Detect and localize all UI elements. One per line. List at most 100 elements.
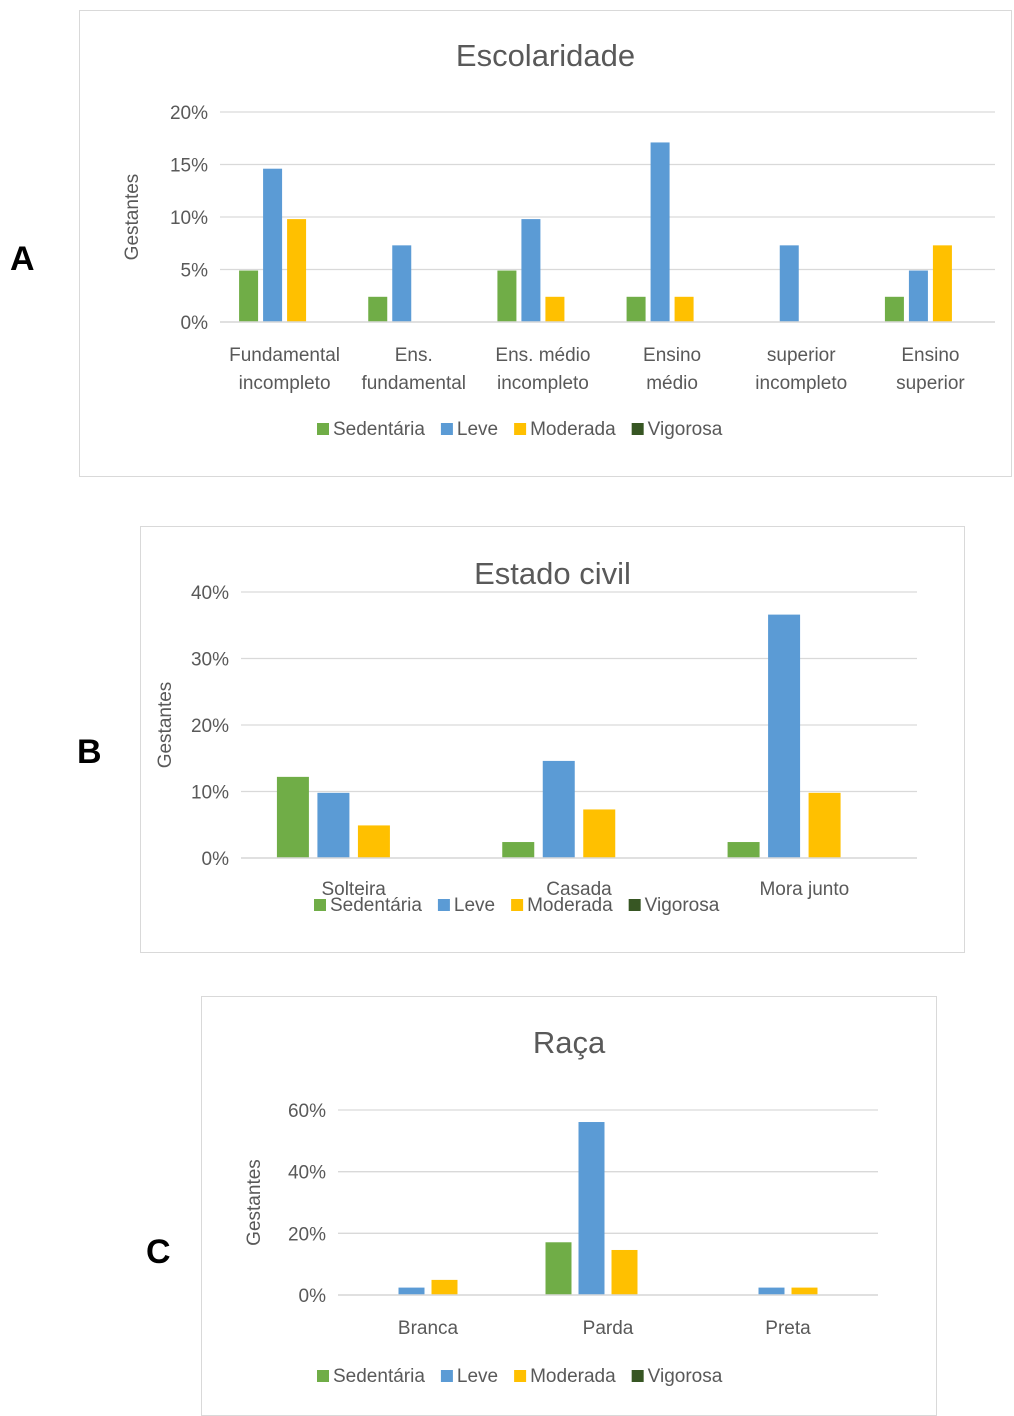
chart-estado-civil-svg: Estado civil 0% 10% 20% 30% 40% Gestantes Solte… xyxy=(155,556,917,916)
escolaridade-x-tick-label: Ensino xyxy=(643,345,701,366)
escolaridade-y-tick-label: 15% xyxy=(170,156,208,177)
escolaridade-legend-label-moderada: Moderada xyxy=(530,419,616,440)
escolaridade-legend-swatch-moderada xyxy=(514,423,527,435)
estado-civil-x-tick-label: Solteira xyxy=(321,879,386,900)
escolaridade-x-tick-label: Ens. xyxy=(395,345,433,366)
raca-legend-swatch-vigorosa xyxy=(631,1370,644,1382)
raca-legend-swatch-leve xyxy=(440,1370,453,1382)
raca-bar-leve xyxy=(578,1122,605,1295)
escolaridade-bar-leve xyxy=(521,219,541,322)
estado-civil-bar-leve xyxy=(542,760,575,858)
escolaridade-legend-swatch-vigorosa xyxy=(631,423,644,435)
estado-civil-bar-sedentaria xyxy=(276,776,309,858)
escolaridade-legend-swatch-sedentaria xyxy=(317,423,329,435)
escolaridade-legend-label-sedentaria: Sedentária xyxy=(333,419,425,440)
escolaridade-bar-sedentaria xyxy=(497,270,517,322)
estado-civil-legend-swatch-sedentaria xyxy=(314,899,326,911)
escolaridade-x-tick-label: Ensino xyxy=(901,345,959,366)
escolaridade-bar-moderada xyxy=(932,245,952,322)
estado-civil-bar-sedentaria xyxy=(502,842,535,858)
chart-raca-svg: Raça 0% 20% 40% 60% Gestantes Branca Parda Preta… xyxy=(244,1025,878,1387)
estado-civil-y-axis-label: Gestantes xyxy=(155,682,176,769)
raca-legend-label-leve: Leve xyxy=(457,1366,498,1387)
estado-civil-y-tick-label: 0% xyxy=(202,849,230,870)
escolaridade-y-axis-label: Gestantes xyxy=(122,174,143,261)
escolaridade-bar-sedentaria xyxy=(626,296,646,322)
estado-civil-x-tick-label: Casada xyxy=(546,879,612,900)
escolaridade-x-tick-label: Ens. médio xyxy=(495,345,590,366)
raca-bar-moderada xyxy=(611,1249,638,1295)
raca-legend-label-moderada: Moderada xyxy=(530,1366,616,1387)
raca-legend-label-sedentaria: Sedentária xyxy=(333,1366,425,1387)
escolaridade-bar-sedentaria xyxy=(239,270,259,322)
estado-civil-y-tick-label: 30% xyxy=(191,650,229,671)
panel-letter-b: B xyxy=(77,733,102,771)
raca-y-tick-label: 60% xyxy=(288,1101,326,1122)
raca-bar-moderada xyxy=(431,1279,458,1295)
estado-civil-bar-sedentaria xyxy=(727,842,760,858)
escolaridade-y-tick-label: 5% xyxy=(181,261,209,282)
chart-estado-civil: Estado civil 0% 10% 20% 30% 40% Gestantes Solte… xyxy=(140,526,965,953)
escolaridade-bar-leve xyxy=(908,270,928,322)
raca-x-tick-label: Branca xyxy=(398,1318,459,1339)
escolaridade-x-tick-label: incompleto xyxy=(497,373,589,394)
estado-civil-legend-label-leve: Leve xyxy=(454,895,495,916)
escolaridade-legend-swatch-leve xyxy=(440,423,453,435)
estado-civil-legend-label-moderada: Moderada xyxy=(527,895,613,916)
raca-y-tick-label: 40% xyxy=(288,1163,326,1184)
escolaridade-bar-leve xyxy=(779,245,799,322)
panel-letter-c: C xyxy=(146,1233,171,1271)
chart-escolaridade: Escolaridade 0% 5% 10% 15% 20% Gestantes Fundam… xyxy=(79,10,1012,477)
escolaridade-y-tick-label: 10% xyxy=(170,208,208,229)
raca-title: Raça xyxy=(533,1025,606,1060)
escolaridade-bar-moderada xyxy=(287,219,307,322)
escolaridade-x-tick-label: superior xyxy=(896,373,965,394)
raca-x-tick-label: Parda xyxy=(583,1318,634,1339)
escolaridade-x-tick-label: incompleto xyxy=(755,373,847,394)
escolaridade-bar-moderada xyxy=(545,296,565,322)
escolaridade-bar-sedentaria xyxy=(884,296,904,322)
raca-y-tick-label: 20% xyxy=(288,1224,326,1245)
chart-raca: Raça 0% 20% 40% 60% Gestantes Branca Parda Preta… xyxy=(201,996,937,1416)
raca-bar-sedentaria xyxy=(545,1242,572,1295)
escolaridade-legend-label-leve: Leve xyxy=(457,419,498,440)
estado-civil-legend-swatch-vigorosa xyxy=(628,899,641,911)
estado-civil-legend-swatch-leve xyxy=(437,899,450,911)
raca-bar-leve xyxy=(758,1287,785,1295)
escolaridade-bar-moderada xyxy=(674,296,694,322)
estado-civil-x-tick-label: Mora junto xyxy=(759,879,849,900)
estado-civil-bar-leve xyxy=(768,614,801,858)
escolaridade-legend-label-vigorosa: Vigorosa xyxy=(648,419,723,440)
estado-civil-bar-leve xyxy=(317,792,350,858)
escolaridade-bar-leve xyxy=(263,168,283,322)
estado-civil-title: Estado civil xyxy=(474,556,631,591)
estado-civil-legend-label-vigorosa: Vigorosa xyxy=(645,895,720,916)
escolaridade-x-tick-label: fundamental xyxy=(361,373,466,394)
estado-civil-legend-swatch-moderada xyxy=(511,899,524,911)
raca-y-axis-label: Gestantes xyxy=(244,1159,265,1246)
escolaridade-y-tick-label: 20% xyxy=(170,103,208,124)
estado-civil-bar-moderada xyxy=(808,792,841,858)
raca-legend-swatch-sedentaria xyxy=(317,1370,329,1382)
panel-letter-a: A xyxy=(10,240,35,278)
estado-civil-bar-moderada xyxy=(583,809,616,858)
estado-civil-y-tick-label: 40% xyxy=(191,583,229,604)
estado-civil-legend-label-sedentaria: Sedentária xyxy=(330,895,422,916)
escolaridade-bar-sedentaria xyxy=(368,296,388,322)
raca-legend-label-vigorosa: Vigorosa xyxy=(648,1366,723,1387)
raca-bar-moderada xyxy=(791,1287,818,1295)
escolaridade-x-tick-label: médio xyxy=(646,373,698,394)
escolaridade-x-tick-label: superior xyxy=(767,345,836,366)
escolaridade-title: Escolaridade xyxy=(456,38,635,73)
escolaridade-bar-leve xyxy=(650,142,670,322)
chart-escolaridade-svg: Escolaridade 0% 5% 10% 15% 20% Gestantes Fundam… xyxy=(122,38,995,440)
estado-civil-y-tick-label: 10% xyxy=(191,783,229,804)
raca-y-tick-label: 0% xyxy=(299,1286,327,1307)
estado-civil-bar-moderada xyxy=(357,825,390,858)
estado-civil-y-tick-label: 20% xyxy=(191,716,229,737)
raca-bar-leve xyxy=(398,1287,425,1295)
escolaridade-x-tick-label: Fundamental xyxy=(229,345,340,366)
escolaridade-y-tick-label: 0% xyxy=(181,313,209,334)
escolaridade-x-tick-label: incompleto xyxy=(239,373,331,394)
raca-x-tick-label: Preta xyxy=(765,1318,811,1339)
